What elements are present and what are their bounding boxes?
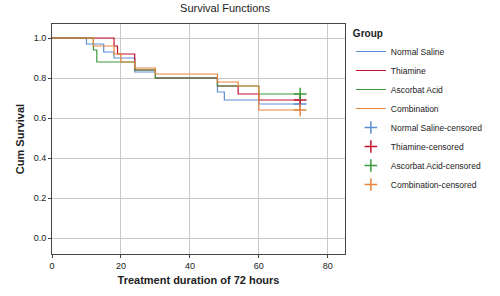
svg-text:60: 60 [254,261,264,271]
svg-text:0.6: 0.6 [34,113,47,123]
svg-text:Combination: Combination [391,104,439,114]
svg-text:Combination-censored: Combination-censored [391,180,477,190]
svg-text:Treatment duration of 72 hours: Treatment duration of 72 hours [118,274,280,286]
svg-text:Ascorbat Acid-censored: Ascorbat Acid-censored [391,161,481,171]
svg-text:0.8: 0.8 [34,73,47,83]
svg-text:Cum Survival: Cum Survival [14,104,26,174]
svg-text:Thiamine: Thiamine [391,66,426,76]
svg-text:Normal Saline-censored: Normal Saline-censored [391,123,482,133]
svg-text:0: 0 [49,261,54,271]
svg-text:40: 40 [185,261,195,271]
svg-text:Ascorbat Acid: Ascorbat Acid [391,85,443,95]
svg-text:20: 20 [116,261,126,271]
svg-text:Group: Group [353,28,383,39]
svg-text:Normal Saline: Normal Saline [391,47,445,57]
svg-text:Thiamine-censored: Thiamine-censored [391,142,464,152]
svg-text:1.0: 1.0 [34,33,47,43]
svg-text:0.4: 0.4 [34,153,47,163]
svg-text:0.2: 0.2 [34,193,47,203]
svg-text:80: 80 [323,261,333,271]
svg-text:Survival Functions: Survival Functions [180,2,270,14]
svg-text:0.0: 0.0 [34,233,47,243]
